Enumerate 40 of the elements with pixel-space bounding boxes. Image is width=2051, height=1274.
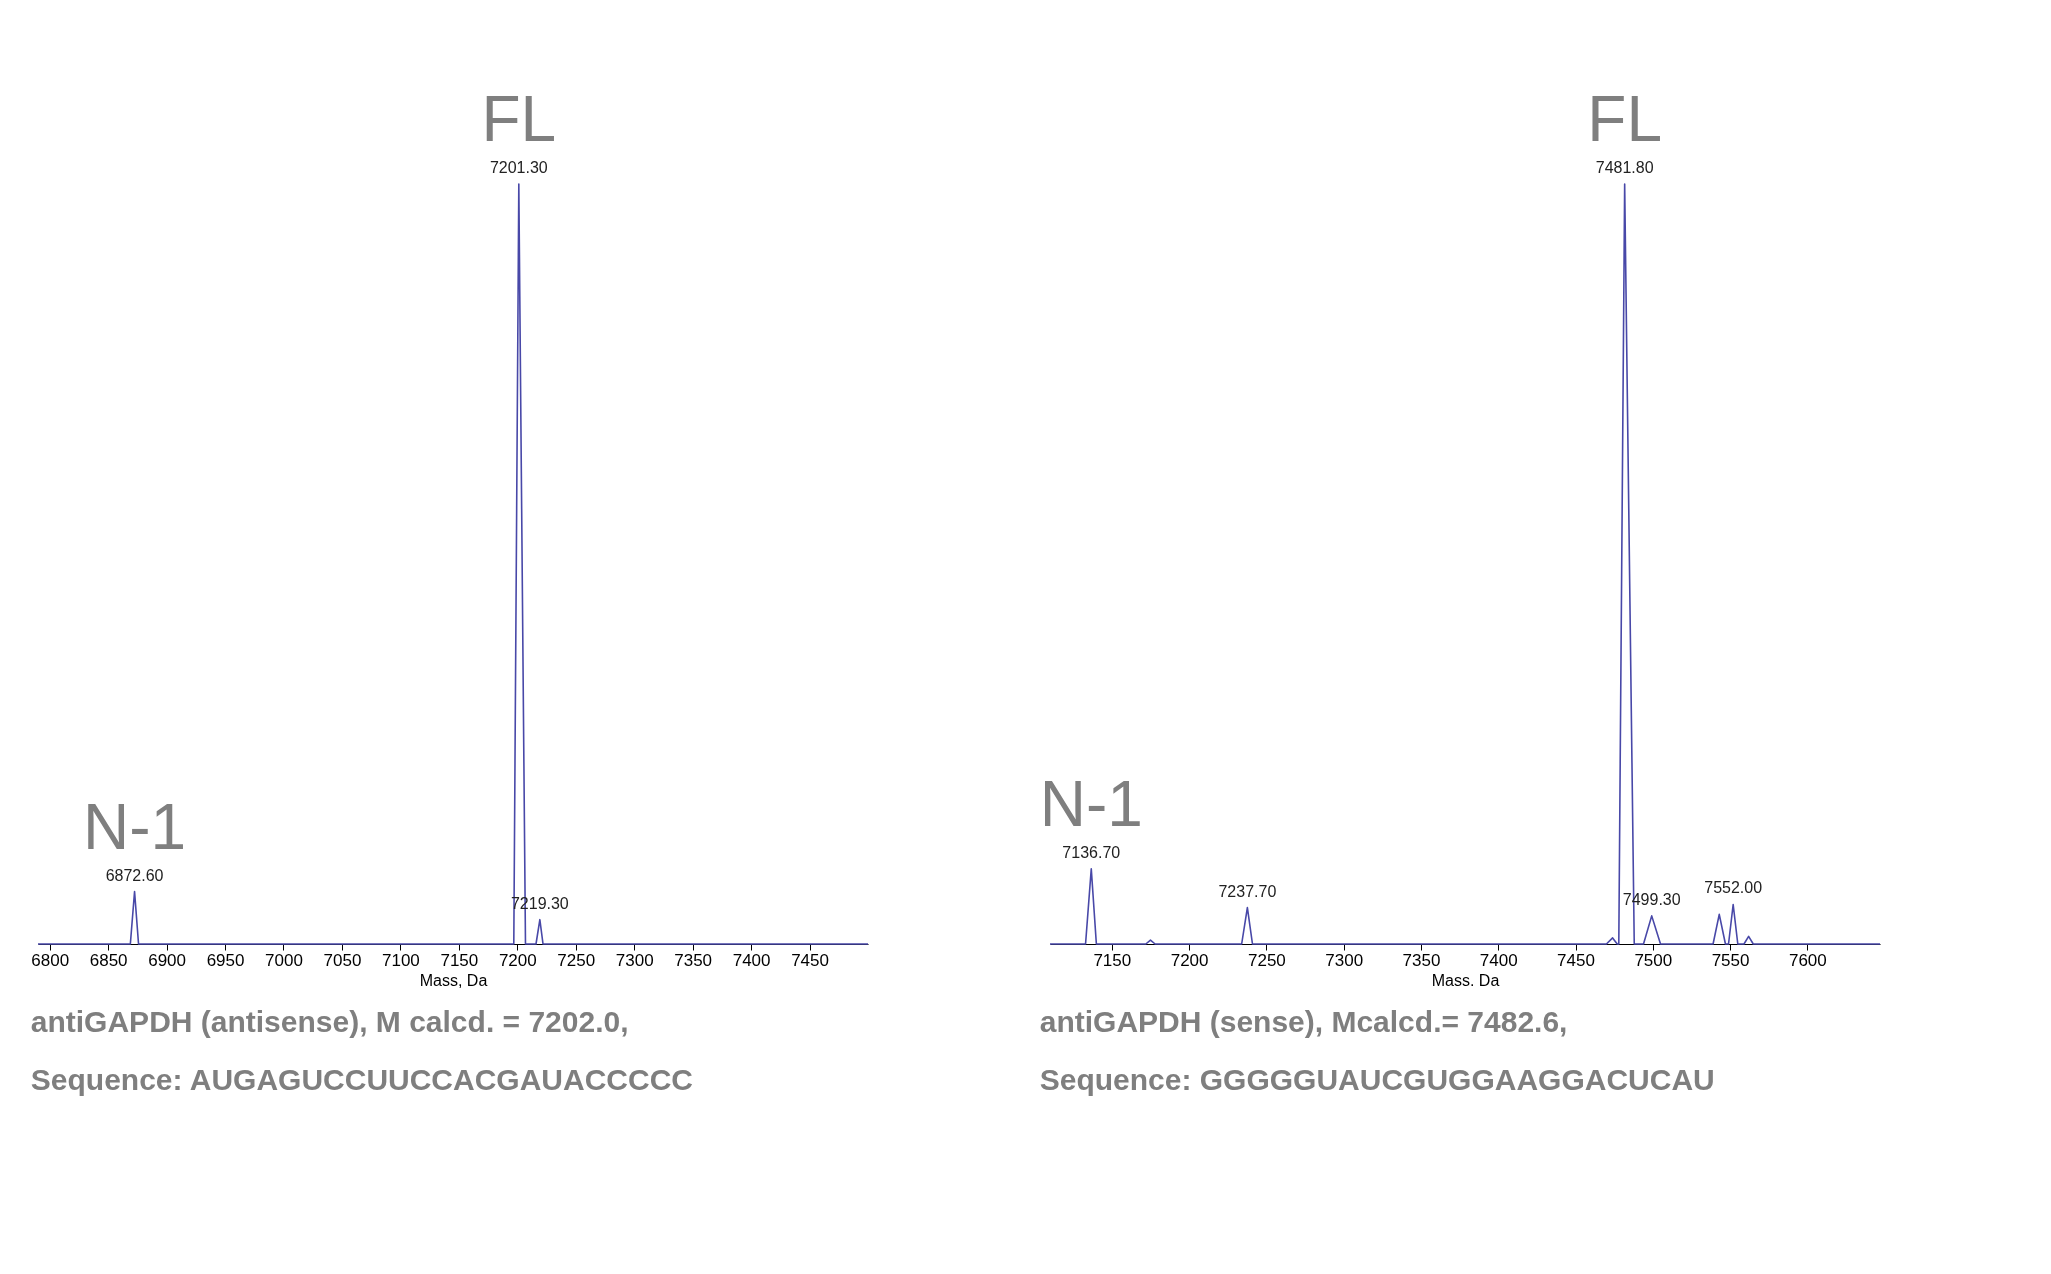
x-tick-label: 7150 — [1093, 950, 1132, 970]
x-tick-label: 7250 — [557, 950, 596, 970]
text: antiGAPDH (antisense), M calcd. = 7202.0, — [30, 1005, 629, 1038]
text: Sequence: GGGGGUAUCGUGGAAGGACUCAU — [1039, 1063, 1715, 1096]
x-tick-label: 7600 — [1788, 950, 1827, 970]
x-tick-label: 7250 — [1247, 950, 1286, 970]
x-tick-label: 6900 — [148, 950, 187, 970]
x-tick-label: 7350 — [674, 950, 713, 970]
x-tick-label: 6800 — [31, 950, 70, 970]
annotation: N-1 — [1039, 767, 1143, 840]
x-tick-label: 6950 — [206, 950, 245, 970]
x-tick-label: 7450 — [1557, 950, 1595, 970]
x-axis-title: Mass, Da — [419, 971, 488, 989]
text: Sequence: AUGAGUCCUUCCACGAUACCCCC — [30, 1063, 694, 1096]
x-tick-label: 7400 — [732, 950, 771, 970]
x-tick-label: 7450 — [791, 950, 829, 970]
x-axis-title: Mass. Da — [1431, 971, 1500, 989]
text: antiGAPDH (sense), Mcalcd.= 7482.6, — [1039, 1005, 1568, 1038]
x-tick-label: 7300 — [615, 950, 654, 970]
annotation: 7552.00 — [1704, 879, 1763, 897]
x-tick-label: 7000 — [265, 950, 303, 970]
x-tick-label: 6850 — [89, 950, 128, 970]
annotation: 7237.70 — [1218, 882, 1277, 900]
annotation: N-1 — [83, 790, 187, 863]
annotation: 7481.80 — [1595, 159, 1654, 176]
annotation: 6872.60 — [105, 866, 164, 884]
x-tick-label: 7100 — [381, 950, 420, 970]
x-tick-label: 7300 — [1325, 950, 1364, 970]
x-tick-label: 7550 — [1711, 950, 1750, 970]
x-tick-label: 7050 — [323, 950, 362, 970]
annotation: FL — [1587, 83, 1663, 155]
annotation: FL — [481, 83, 557, 155]
annotation: 7136.70 — [1062, 843, 1121, 861]
x-tick-label: 7150 — [440, 950, 479, 970]
x-tick-label: 7400 — [1479, 950, 1518, 970]
x-tick-label: 7350 — [1402, 950, 1441, 970]
x-tick-label: 7200 — [498, 950, 537, 970]
x-tick-label: 7200 — [1170, 950, 1209, 970]
x-tick-label: 7500 — [1634, 950, 1673, 970]
annotation: 7201.30 — [489, 159, 548, 176]
